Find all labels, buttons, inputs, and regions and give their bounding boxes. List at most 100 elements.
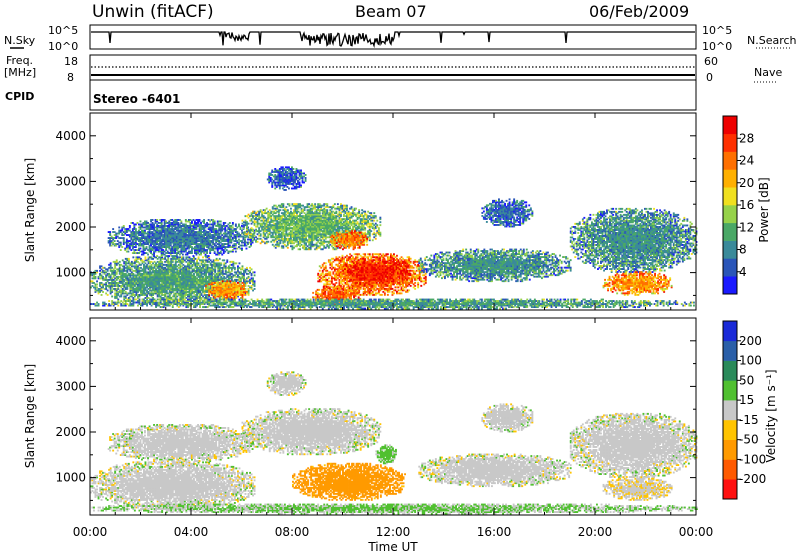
heatmap-cell	[161, 289, 164, 292]
heatmap-cell	[173, 266, 176, 269]
heatmap-cell	[212, 290, 215, 293]
heatmap-cell	[241, 249, 243, 251]
heatmap-cell	[177, 260, 180, 263]
heatmap-cell	[230, 292, 233, 295]
heatmap-cell	[218, 286, 221, 289]
heatmap-cell	[121, 292, 124, 295]
heatmap-cell	[172, 243, 175, 245]
heatmap-cell	[197, 274, 200, 277]
heatmap-cell	[171, 289, 174, 292]
heatmap-cell	[159, 260, 162, 263]
heatmap-cell	[168, 234, 171, 236]
heatmap-cell	[195, 246, 198, 248]
heatmap-cell	[190, 286, 192, 289]
heatmap-cell	[224, 247, 227, 250]
heatmap-cell	[198, 225, 201, 227]
heatmap-cell	[161, 262, 164, 265]
heatmap-cell	[135, 274, 138, 277]
heatmap-cell	[158, 295, 161, 298]
nsky-series-line	[91, 31, 695, 49]
heatmap-cell	[151, 247, 154, 250]
heatmap-cell	[157, 250, 160, 253]
heatmap-cell	[187, 265, 189, 268]
heatmap-cell	[96, 289, 98, 292]
heatmap-cell	[179, 275, 182, 278]
heatmap-cell	[165, 282, 168, 284]
heatmap-cell	[209, 247, 212, 250]
heatmap-cell	[212, 222, 215, 224]
heatmap-cell	[217, 274, 220, 277]
heatmap-cell	[200, 235, 202, 238]
heatmap-cell	[190, 282, 192, 284]
heatmap-cell	[168, 274, 171, 277]
heatmap-cell	[191, 247, 193, 250]
heatmap-cell	[94, 286, 97, 289]
heatmap-cell	[164, 288, 167, 290]
heatmap-cell	[148, 226, 151, 229]
heatmap-cell	[171, 268, 174, 271]
heatmap-cell	[235, 292, 238, 295]
heatmap-cell	[138, 288, 141, 290]
heatmap-cell	[206, 268, 209, 271]
heatmap-cell	[174, 223, 177, 226]
heatmap-cell	[246, 272, 248, 275]
heatmap-cell	[147, 271, 150, 274]
heatmap-cell	[194, 283, 197, 286]
heatmap-cell	[252, 236, 254, 239]
heatmap-cell	[133, 274, 136, 277]
heatmap-cell	[141, 268, 144, 271]
heatmap-cell	[215, 253, 218, 256]
heatmap-cell	[136, 252, 139, 254]
heatmap-cell	[150, 274, 153, 277]
heatmap-cell	[182, 292, 185, 295]
heatmap-cell	[136, 235, 139, 238]
heatmap-cell	[233, 244, 236, 247]
heatmap-cell	[161, 256, 164, 259]
heatmap-cell	[105, 285, 108, 287]
heatmap-cell	[223, 262, 226, 265]
heatmap-cell	[147, 225, 149, 227]
heatmap-cell	[112, 231, 115, 233]
heatmap-cell	[168, 229, 171, 232]
heatmap-cell	[154, 229, 157, 232]
heatmap-cell	[170, 274, 173, 277]
heatmap-cell	[142, 240, 145, 242]
heatmap-cell	[170, 298, 173, 301]
heatmap-cell	[93, 274, 95, 277]
heatmap-cell	[153, 298, 156, 301]
heatmap-cell	[168, 232, 171, 235]
heatmap-cell	[178, 237, 181, 239]
heatmap-cell	[188, 243, 190, 245]
heatmap-cell	[282, 203, 285, 206]
heatmap-cell	[195, 235, 198, 238]
heatmap-cell	[165, 220, 168, 223]
heatmap-cell	[135, 269, 138, 272]
heatmap-cell	[194, 241, 196, 244]
heatmap-cell	[239, 234, 242, 236]
heatmap-cell	[193, 257, 195, 260]
heatmap-cell	[188, 220, 190, 223]
heatmap-cell	[256, 225, 259, 228]
heatmap-cell	[159, 277, 162, 280]
heatmap-cell	[162, 237, 165, 239]
heatmap-cell	[118, 265, 121, 268]
heatmap-cell	[196, 282, 198, 284]
heatmap-cell	[197, 295, 200, 298]
heatmap-cell	[174, 234, 177, 236]
heatmap-cell	[171, 282, 174, 284]
heatmap-cell	[199, 275, 201, 278]
heatmap-cell	[168, 282, 171, 284]
heatmap-cell	[137, 286, 139, 289]
heatmap-cell	[214, 287, 217, 290]
heatmap-cell	[171, 252, 174, 254]
heatmap-cell	[142, 229, 145, 232]
heatmap-cell	[158, 289, 161, 292]
heatmap-cell	[177, 241, 180, 244]
heatmap-cell	[125, 243, 128, 245]
heatmap-cell	[124, 288, 127, 290]
heatmap-cell	[173, 275, 176, 278]
heatmap-cell	[237, 266, 239, 269]
heatmap-cell	[141, 243, 143, 245]
heatmap-cell	[299, 248, 301, 251]
heatmap-cell	[102, 286, 104, 289]
